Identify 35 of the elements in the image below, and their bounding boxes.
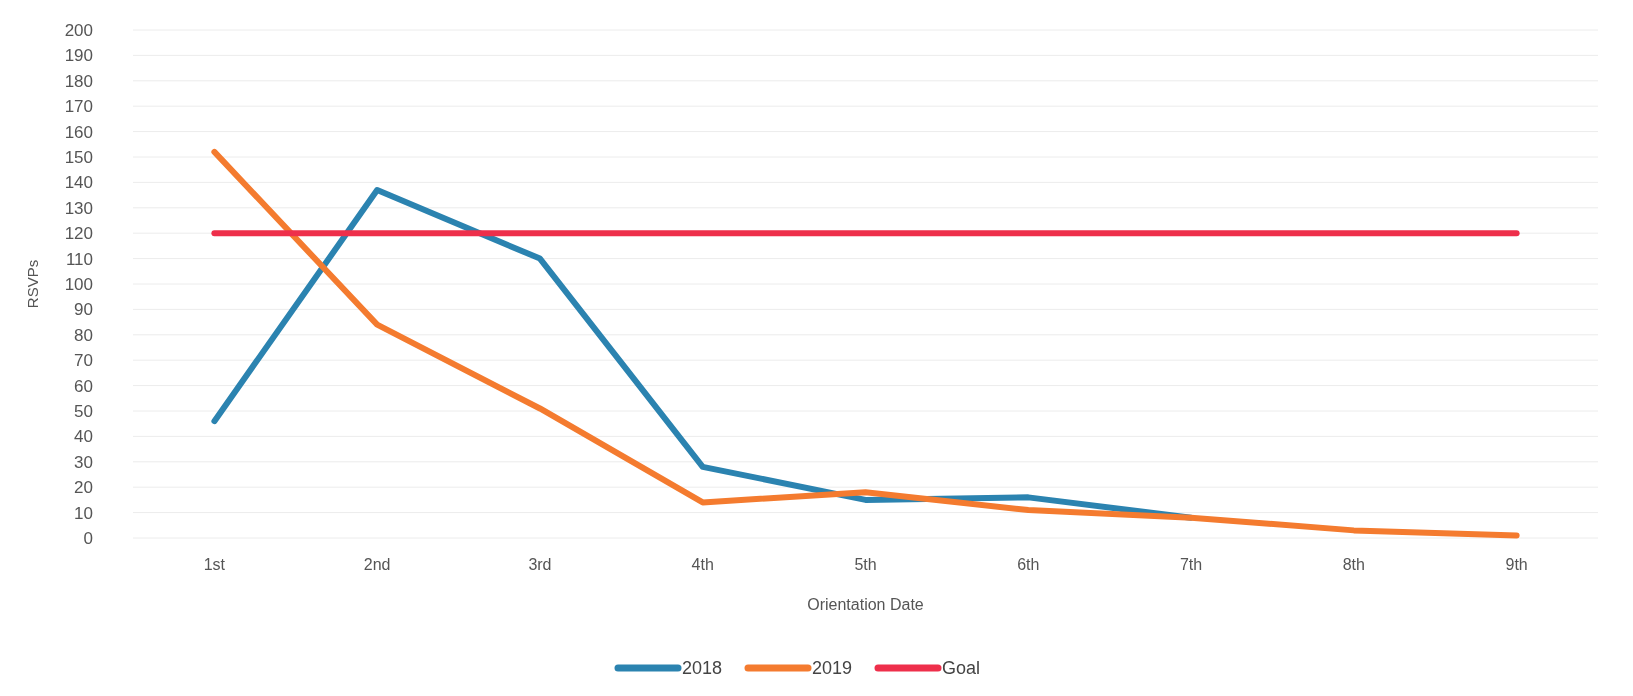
y-tick-label: 30 xyxy=(74,452,93,472)
y-tick-label: 100 xyxy=(64,274,93,294)
y-tick-label: 50 xyxy=(74,401,93,421)
x-axis-title: Orientation Date xyxy=(807,596,924,613)
y-tick-label: 10 xyxy=(74,503,93,523)
y-tick-label: 140 xyxy=(64,173,93,193)
y-tick-label: 90 xyxy=(74,300,93,320)
x-tick-label: 2nd xyxy=(363,556,391,573)
y-tick-label: 180 xyxy=(64,71,93,91)
x-tick-label: 4th xyxy=(691,556,714,573)
y-tick-label: 120 xyxy=(64,224,93,244)
y-axis-title: RSVPs xyxy=(24,259,41,309)
legend-label: 2019 xyxy=(812,658,853,679)
x-tick-label: 3rd xyxy=(528,556,552,573)
x-tick-label: 7th xyxy=(1179,556,1203,573)
y-tick-label: 0 xyxy=(83,528,93,548)
y-tick-label: 80 xyxy=(74,325,93,345)
y-tick-label: 60 xyxy=(74,376,93,396)
x-tick-label: 1st xyxy=(203,556,226,573)
x-tick-label: 8th xyxy=(1342,556,1365,573)
y-tick-label: 40 xyxy=(74,427,93,447)
y-tick-label: 190 xyxy=(64,46,93,66)
y-tick-label: 170 xyxy=(64,97,93,117)
x-tick-label: 5th xyxy=(854,556,877,573)
y-tick-label: 200 xyxy=(64,20,93,40)
y-tick-label: 130 xyxy=(64,198,93,218)
x-tick-label: 6th xyxy=(1017,556,1040,573)
x-tick-label: 9th xyxy=(1505,556,1528,573)
y-tick-label: 150 xyxy=(64,147,93,167)
y-tick-label: 110 xyxy=(65,249,93,269)
y-tick-label: 160 xyxy=(64,122,93,142)
legend-label: Goal xyxy=(942,658,981,679)
y-tick-label: 70 xyxy=(74,351,93,371)
y-tick-label: 20 xyxy=(74,478,93,498)
legend-label: 2018 xyxy=(682,658,723,679)
